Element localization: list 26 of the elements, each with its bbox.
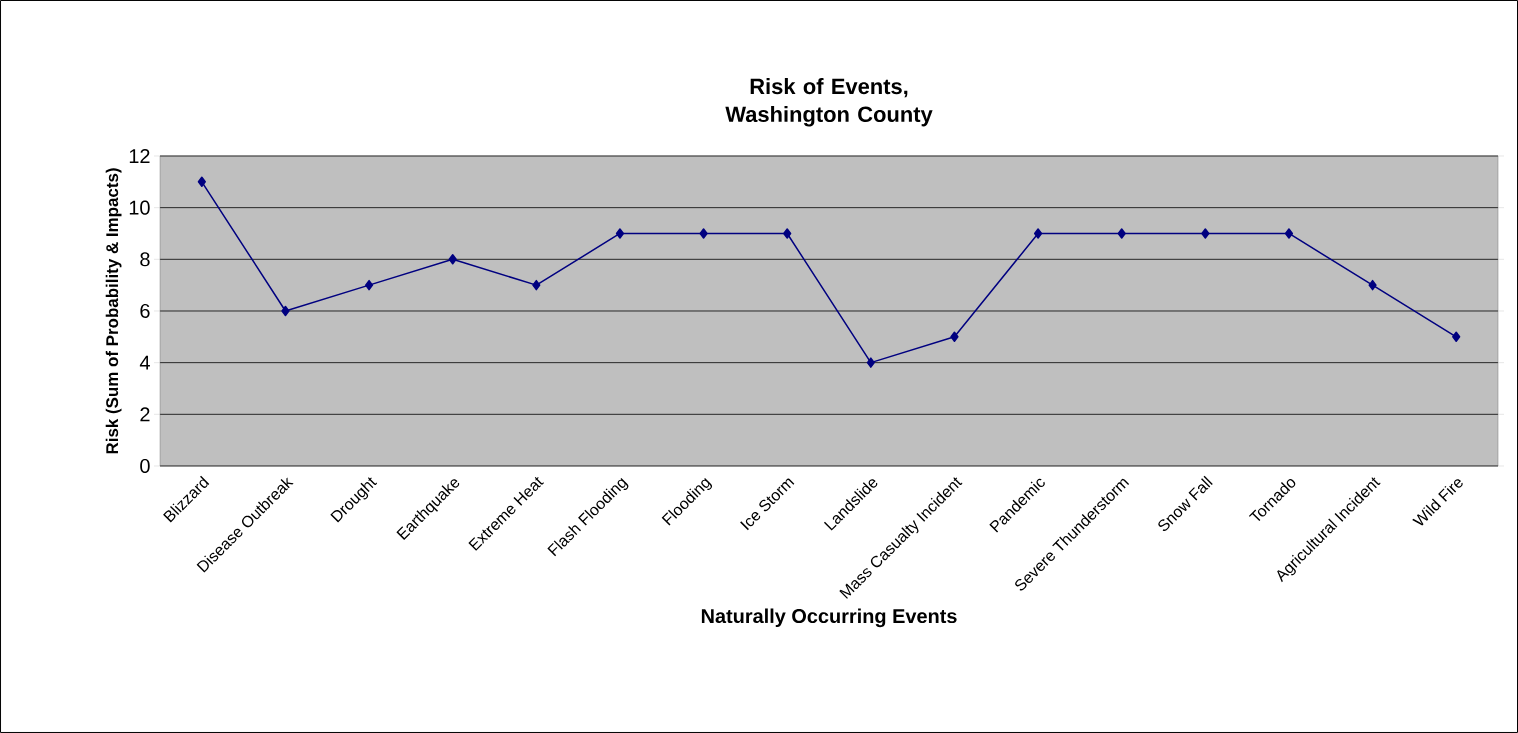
point xyxy=(532,279,541,291)
point xyxy=(866,357,875,368)
point xyxy=(364,279,374,291)
point xyxy=(1368,279,1377,291)
point xyxy=(1033,228,1043,239)
point xyxy=(699,228,708,239)
point xyxy=(783,228,792,239)
point xyxy=(950,331,959,343)
y-tick-label: 4 xyxy=(139,355,150,370)
y-tick-label: 10 xyxy=(129,200,150,215)
point xyxy=(281,305,290,317)
x-axis-title: Naturally Occurring Events xyxy=(701,608,957,628)
point xyxy=(448,254,457,265)
y-tick-label: 6 xyxy=(140,303,150,319)
y-tick-label: 0 xyxy=(140,458,150,474)
chart-title: Risk of Events, Washington County xyxy=(725,78,933,127)
point xyxy=(615,228,625,239)
y-tick-label: 12 xyxy=(129,149,150,163)
y-axis-title: Risk (Sum of Probability & Impacts) xyxy=(105,168,122,454)
y-tick-label: 8 xyxy=(140,252,150,267)
point xyxy=(1201,228,1210,239)
point xyxy=(1117,228,1126,239)
point xyxy=(1452,331,1461,343)
y-tick-label: 2 xyxy=(140,407,150,422)
point xyxy=(197,176,206,188)
point xyxy=(1284,228,1294,239)
